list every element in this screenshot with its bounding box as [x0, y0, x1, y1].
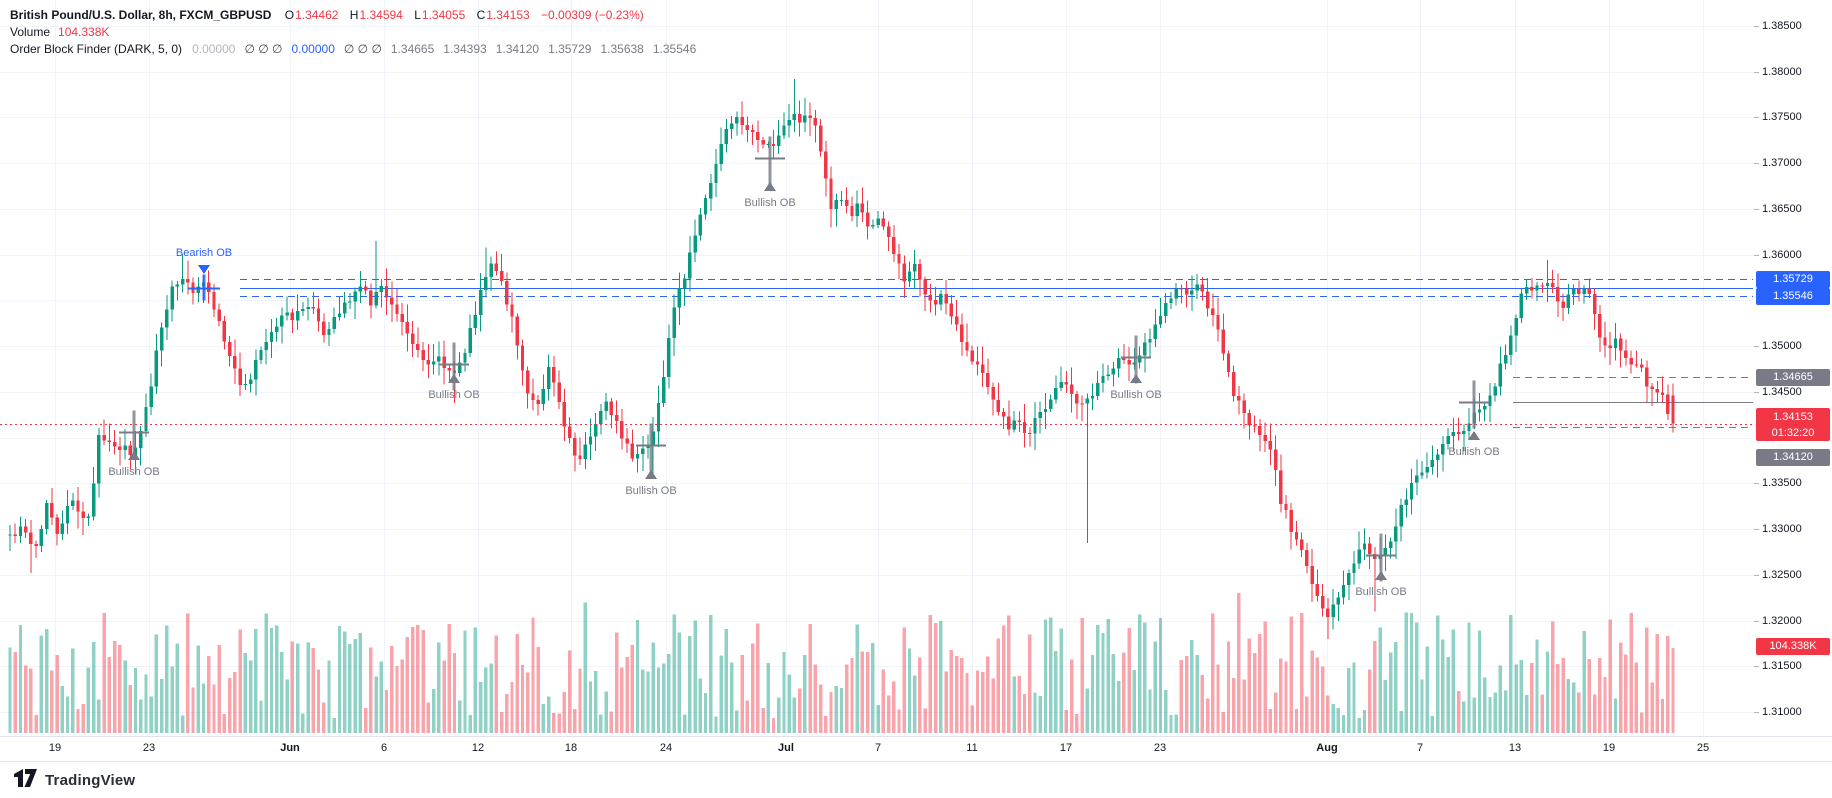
- indicator-value: 1.35729: [548, 42, 592, 56]
- price-tick-label: 1.37500: [1762, 111, 1802, 124]
- candlestick-series: [8, 79, 1675, 639]
- volume-series: [8, 592, 1675, 733]
- close-label: C: [476, 8, 486, 22]
- indicator-value: 1.34393: [443, 42, 487, 56]
- tradingview-logo-text: TradingView: [45, 772, 136, 789]
- price-tick-label: 1.37000: [1762, 157, 1802, 170]
- open-label: O: [284, 8, 295, 22]
- price-axis-badge: 1.34153 01:32:20: [1756, 407, 1830, 441]
- price-tick-mark: [1754, 712, 1759, 713]
- price-tick-label: 1.38500: [1762, 20, 1802, 32]
- indicator-row[interactable]: Order Block Finder (DARK, 5, 0) 0.00000 ∅ …: [10, 42, 705, 57]
- time-tick-label: 7: [874, 742, 882, 754]
- price-axis-badge: 1.34120: [1756, 448, 1830, 466]
- indicator-value: 0.00000: [291, 42, 335, 56]
- time-tick-label: 6: [380, 742, 388, 754]
- symbol-row[interactable]: British Pound/U.S. Dollar, 8h, FXCM_GBPU…: [10, 8, 705, 23]
- indicator-value: ∅ ∅ ∅: [343, 42, 382, 56]
- indicator-value: 1.35638: [600, 42, 644, 56]
- time-tick-label: 18: [564, 742, 578, 754]
- price-tick-label: 1.36500: [1762, 202, 1802, 215]
- price-tick-mark: [1754, 209, 1759, 210]
- change-value: −0.00309 (−0.23%): [541, 8, 644, 22]
- time-tick-label: 17: [1059, 742, 1073, 754]
- price-axis-badge: 104.338K: [1756, 637, 1830, 655]
- price-tick-mark: [1754, 255, 1759, 256]
- legend: British Pound/U.S. Dollar, 8h, FXCM_GBPU…: [10, 8, 705, 59]
- price-axis[interactable]: 1.38500 1.38000 1.37500 1.37000 1.36500 1.360…: [1754, 0, 1832, 760]
- time-tick-label: Aug: [1316, 742, 1338, 754]
- price-tick-mark: [1754, 575, 1759, 576]
- close-value: 1.34153: [486, 8, 530, 22]
- time-tick-label: 11: [966, 742, 978, 754]
- price-axis-badge: 1.34665: [1756, 368, 1830, 386]
- price-tick-label: 1.35000: [1762, 340, 1802, 353]
- price-tick-label: 1.38000: [1762, 65, 1802, 78]
- indicator-value: ∅ ∅ ∅: [244, 42, 283, 56]
- price-tick-label: 1.31000: [1762, 706, 1802, 719]
- ob-markers: [119, 136, 1489, 582]
- grid: [0, 0, 1754, 736]
- low-label: L: [414, 8, 421, 22]
- indicator-value: 1.35546: [652, 42, 697, 56]
- price-tick-mark: [1754, 392, 1759, 393]
- price-tick-mark: [1754, 666, 1759, 667]
- price-tick-label: 1.33000: [1762, 523, 1802, 536]
- low-value: 1.34055: [421, 8, 466, 22]
- time-tick-label: Jun: [280, 742, 300, 754]
- tradingview-logo-icon: [12, 768, 38, 793]
- price-tick-label: 1.33500: [1762, 477, 1802, 490]
- time-tick-label: 19: [1602, 742, 1616, 754]
- time-tick-label: 25: [1696, 742, 1710, 754]
- indicator-values: 0.00000 ∅ ∅ ∅ 0.00000 ∅ ∅ ∅ 1.34665 1.34393 1.…: [192, 42, 705, 56]
- price-tick-label: 1.32500: [1762, 568, 1802, 581]
- time-tick-label: 13: [1508, 742, 1522, 754]
- tradingview-logo[interactable]: TradingView: [12, 768, 135, 793]
- time-tick-label: 7: [1416, 742, 1424, 754]
- price-tick-mark: [1754, 26, 1759, 27]
- indicator-name: Order Block Finder (DARK, 5, 0): [10, 42, 183, 56]
- volume-label: Volume: [10, 25, 51, 39]
- price-axis-badge: 1.35546: [1756, 287, 1830, 305]
- open-value: 1.34462: [295, 8, 339, 22]
- price-tick-label: 1.31500: [1762, 660, 1802, 673]
- price-tick-mark: [1754, 117, 1759, 118]
- high-value: 1.34594: [359, 8, 403, 22]
- time-axis[interactable]: 19 23 Jun 6 12 18 24 Jul 7 11 17 23 Aug 7 13 19 25: [0, 736, 1832, 762]
- price-axis-badge: 1.35729: [1756, 270, 1830, 288]
- price-tick-label: 1.36000: [1762, 248, 1802, 261]
- price-tick-mark: [1754, 483, 1759, 484]
- time-tick-label: 24: [659, 742, 673, 754]
- price-tick-mark: [1754, 163, 1759, 164]
- time-tick-label: 12: [471, 742, 485, 754]
- time-tick-label: 19: [48, 742, 62, 754]
- indicator-value: 1.34120: [495, 42, 540, 56]
- price-tick-mark: [1754, 621, 1759, 622]
- indicator-value: 0.00000: [192, 42, 236, 56]
- price-tick-label: 1.34500: [1762, 385, 1802, 398]
- volume-value: 104.338K: [58, 25, 110, 39]
- indicator-value: 1.34665: [390, 42, 435, 56]
- volume-row[interactable]: Volume 104.338K: [10, 25, 705, 40]
- time-tick-label: 23: [142, 742, 156, 754]
- high-label: H: [349, 8, 359, 22]
- order-block-levels: [240, 279, 1753, 428]
- price-tick-mark: [1754, 529, 1759, 530]
- price-tick-mark: [1754, 346, 1759, 347]
- price-tick-label: 1.32000: [1762, 614, 1802, 627]
- time-tick-label: 23: [1153, 742, 1167, 754]
- time-tick-label: Jul: [778, 742, 794, 754]
- symbol-title: British Pound/U.S. Dollar, 8h, FXCM_GBPU…: [10, 8, 272, 22]
- price-tick-mark: [1754, 72, 1759, 73]
